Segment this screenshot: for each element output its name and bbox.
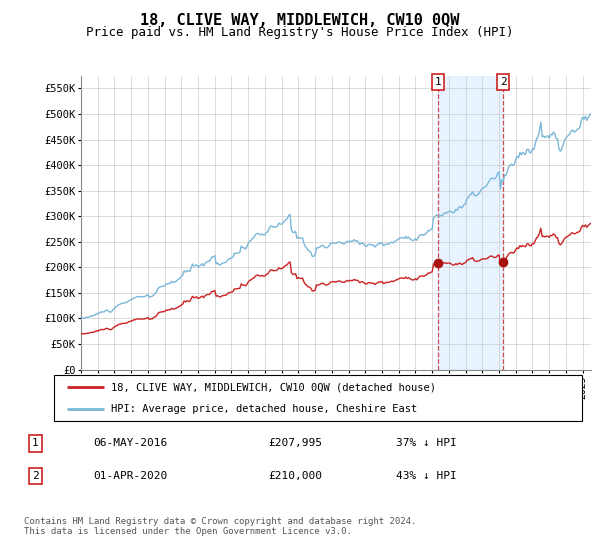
Text: HPI: Average price, detached house, Cheshire East: HPI: Average price, detached house, Ches… [111,404,417,414]
Text: 2: 2 [32,471,38,481]
Text: 37% ↓ HPI: 37% ↓ HPI [396,438,457,449]
Text: 1: 1 [32,438,38,449]
Text: 18, CLIVE WAY, MIDDLEWICH, CW10 0QW (detached house): 18, CLIVE WAY, MIDDLEWICH, CW10 0QW (det… [111,382,436,392]
Bar [439,76,503,370]
Text: £207,995: £207,995 [268,438,322,449]
Text: 06-MAY-2016: 06-MAY-2016 [94,438,168,449]
Text: 01-APR-2020: 01-APR-2020 [94,471,168,481]
Text: £210,000: £210,000 [268,471,322,481]
Text: Price paid vs. HM Land Registry's House Price Index (HPI): Price paid vs. HM Land Registry's House … [86,26,514,39]
Text: 1: 1 [435,77,442,87]
Text: 18, CLIVE WAY, MIDDLEWICH, CW10 0QW: 18, CLIVE WAY, MIDDLEWICH, CW10 0QW [140,13,460,27]
Text: 2: 2 [500,77,506,87]
Text: Contains HM Land Registry data © Crown copyright and database right 2024.
This d: Contains HM Land Registry data © Crown c… [23,517,416,536]
Text: 43% ↓ HPI: 43% ↓ HPI [396,471,457,481]
